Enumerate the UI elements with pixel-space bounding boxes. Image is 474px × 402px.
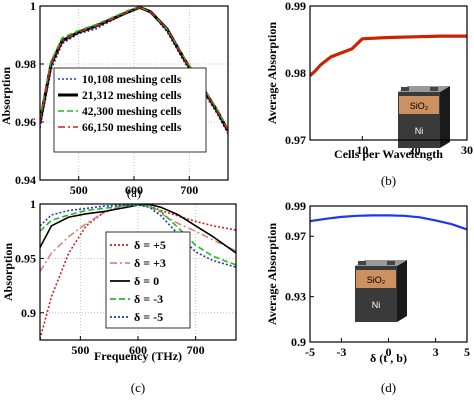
plot-frame — [39, 203, 237, 341]
inset-label-ni: Ni — [415, 126, 424, 136]
device-inset: SiO₂ Ni — [398, 86, 450, 148]
top-patch — [387, 261, 395, 265]
x-tick-label: 10 — [356, 143, 368, 157]
legend-label: δ = +5 — [134, 238, 166, 252]
panel-caption: (b) — [381, 173, 396, 188]
series-line-2-4 — [40, 204, 236, 268]
y-axis-label: Average Absorption — [265, 22, 279, 124]
device-side — [440, 86, 450, 148]
legend-label: δ = -5 — [134, 310, 163, 324]
legend-label: 42,300 meshing cells — [82, 106, 182, 118]
x-tick-label: 600 — [125, 183, 143, 197]
y-tick-label: 0.98 — [15, 57, 36, 71]
legend-box — [53, 67, 207, 153]
legend-label: 10,108 meshing cells — [82, 74, 182, 86]
x-tick-label: -3 — [336, 345, 346, 359]
x-tick-label: 5 — [464, 345, 470, 359]
top-patch — [430, 87, 438, 91]
sio2-layer — [399, 96, 439, 114]
device-inset: SiO₂ Ni — [355, 260, 407, 322]
x-tick-label: 700 — [180, 183, 198, 197]
series-line-2-3 — [40, 204, 236, 266]
y-tick-label: 1 — [30, 0, 36, 13]
legend-label: δ = +3 — [134, 256, 166, 270]
y-tick-label: 0.9 — [21, 306, 36, 320]
series-line-3-0 — [310, 214, 467, 231]
y-tick-label: 0.9 — [291, 335, 306, 349]
x-tick-label: 700 — [187, 343, 205, 357]
device-side — [397, 260, 407, 322]
panel-caption: (a) — [127, 185, 141, 200]
top-patch — [358, 261, 366, 265]
x-tick-label: 500 — [71, 343, 89, 357]
panel-caption: (c) — [131, 380, 145, 395]
y-tick-label: 0.97 — [285, 229, 306, 243]
y-tick-label: 0.97 — [285, 133, 306, 147]
series-line-2-0 — [40, 204, 236, 340]
legend-label: δ = 0 — [134, 274, 159, 288]
sio2-layer — [356, 270, 396, 288]
inset-label-sio2: SiO₂ — [367, 275, 386, 285]
panel-c: 500 600 700 0.9 0.95 1 δ = +5 δ = +3 δ = 0 δ = -3… — [1, 197, 237, 395]
series-line-1-0 — [310, 34, 467, 77]
plot-frame — [309, 205, 468, 343]
y-tick-label: 0.99 — [285, 0, 306, 13]
x-tick-label: 30 — [461, 143, 473, 157]
panel-caption: (d) — [381, 380, 396, 395]
y-tick-label: 0.96 — [15, 115, 36, 129]
x-tick-label: 0 — [386, 345, 392, 359]
legend-label: 66,150 meshing cells — [82, 122, 182, 134]
plot-frame — [39, 5, 229, 181]
y-axis-label: Absorption — [0, 67, 13, 125]
top-patch — [401, 87, 409, 91]
x-tick-label: 3 — [433, 345, 439, 359]
y-tick-label: 1 — [30, 197, 36, 211]
x-tick-label: -5 — [305, 345, 315, 359]
y-tick-label: 0.98 — [285, 66, 306, 80]
legend-box — [105, 231, 191, 329]
legend-label: 21,312 meshing cells — [82, 90, 182, 102]
y-tick-label: 0.94 — [15, 173, 36, 187]
x-axis-label: Cells per Wavelength — [334, 147, 443, 161]
y-axis-label: Average Absorption — [265, 223, 279, 325]
x-tick-label: 500 — [70, 183, 88, 197]
legend-label: δ = -3 — [134, 292, 163, 306]
y-tick-label: 0.99 — [285, 199, 306, 213]
plot-frame — [309, 5, 468, 141]
panel-d: -5 -3 0 3 5 0.9 0.93 0.97 0.99 SiO₂ Ni Average Abso… — [265, 199, 470, 395]
y-axis-label: Absorption — [1, 243, 15, 301]
y-tick-label: 0.95 — [15, 251, 36, 265]
x-axis-label: Frequency (THz) — [94, 349, 182, 363]
inset-label-sio2: SiO₂ — [410, 101, 429, 111]
x-tick-label: 600 — [129, 343, 147, 357]
x-axis-label: δ (t , b) — [370, 351, 407, 365]
y-tick-label: 0.93 — [285, 290, 306, 304]
inset-label-ni: Ni — [372, 300, 381, 310]
panel-a: 500 600 700 0.94 0.96 0.98 1 10,108 meshing cel… — [0, 0, 229, 200]
series-line-2-1 — [40, 204, 236, 272]
